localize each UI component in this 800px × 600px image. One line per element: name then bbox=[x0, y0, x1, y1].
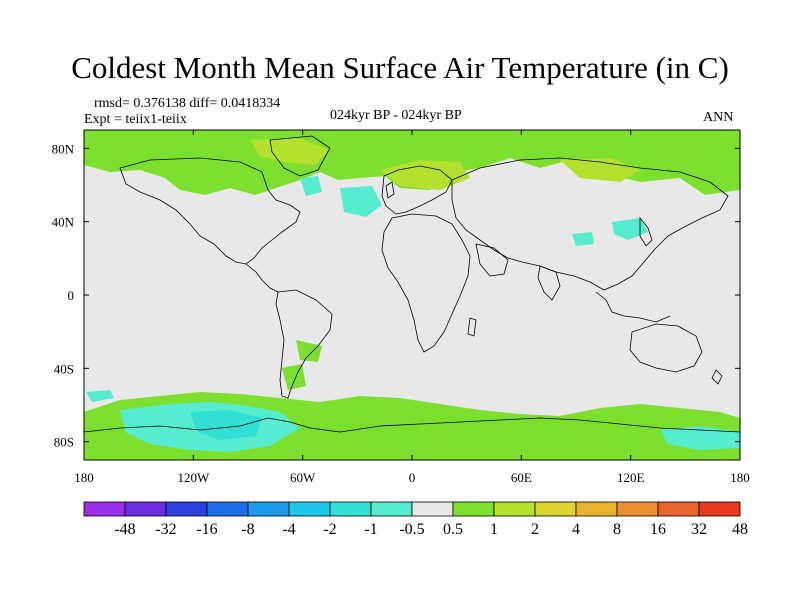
colorbar-label: 1 bbox=[490, 521, 498, 538]
colorbar-swatch bbox=[616, 501, 659, 517]
colorbar-swatch bbox=[411, 501, 454, 517]
colorbar-swatch bbox=[493, 501, 536, 517]
colorbar-swatch bbox=[452, 501, 495, 517]
colorbar-swatch bbox=[288, 501, 331, 517]
lon-tick-label: 180 bbox=[74, 470, 94, 485]
anomaly-region-cold-central-asia bbox=[572, 232, 594, 246]
anomaly-region-cold-labrador bbox=[300, 176, 322, 196]
colorbar-swatch bbox=[534, 501, 577, 517]
coastline-south-america bbox=[275, 289, 333, 399]
colorbar-label: 48 bbox=[732, 521, 748, 538]
coastline-north-america bbox=[119, 157, 301, 265]
colorbar-swatch bbox=[370, 501, 413, 517]
lon-tick-label: 60E bbox=[511, 470, 532, 485]
colorbar-swatch bbox=[206, 501, 249, 517]
coastlines bbox=[84, 135, 740, 433]
coastline-madagascar bbox=[467, 317, 477, 337]
anomaly-region-cold-japan bbox=[612, 218, 648, 240]
colorbar-label: 4 bbox=[572, 521, 580, 538]
anomaly-region-cold-small-pacific bbox=[86, 390, 114, 402]
colorbar-label: -2 bbox=[323, 521, 336, 538]
colorbar-label: 32 bbox=[691, 521, 707, 538]
coastline-antarctica bbox=[84, 417, 740, 433]
season-label: ANN bbox=[703, 110, 734, 125]
longitude-axis: 180 120W 60W 0 60E 120E 180 bbox=[74, 130, 750, 485]
lat-tick-label: 40S bbox=[54, 361, 74, 376]
coastline-uk bbox=[385, 181, 395, 199]
lat-tick-label: 80N bbox=[52, 141, 75, 156]
anomaly-region-warm-scandinavia bbox=[380, 160, 470, 190]
anomaly-region-patagonia bbox=[282, 364, 306, 390]
lat-tick-label: 40N bbox=[52, 215, 75, 230]
coastline-india bbox=[537, 265, 561, 301]
lon-tick-label: 60W bbox=[290, 470, 316, 485]
coastline-arabia bbox=[475, 243, 509, 277]
lat-tick-label: 0 bbox=[68, 288, 75, 303]
lon-tick-label: 120E bbox=[617, 470, 645, 485]
anomaly-region-cold-weddell bbox=[190, 410, 262, 440]
latitude-axis: 80N 40N 0 40S 80S bbox=[52, 141, 740, 450]
lat-tick-label: 80S bbox=[54, 435, 74, 450]
coastline-greenland bbox=[269, 135, 331, 177]
anomaly-region-warm-greenland bbox=[250, 138, 330, 165]
anomaly-region-warm-siberia bbox=[560, 158, 640, 182]
anomaly-fields bbox=[84, 130, 740, 460]
coastline-africa bbox=[381, 213, 471, 353]
colorbar-label: -32 bbox=[155, 521, 176, 538]
colorbar-swatch bbox=[247, 501, 290, 517]
coastline-new-zealand bbox=[711, 369, 723, 385]
period-label: 024kyr BP - 024kyr BP bbox=[330, 108, 462, 123]
colorbar-label: 0.5 bbox=[443, 521, 463, 538]
colorbar-swatch bbox=[575, 501, 618, 517]
colorbar-swatch bbox=[698, 501, 741, 517]
coastline-europe bbox=[381, 165, 453, 215]
stats-label: rmsd= 0.376138 diff= 0.0418334 bbox=[94, 96, 281, 111]
coastline-australia bbox=[629, 323, 703, 373]
lon-tick-label: 180 bbox=[730, 470, 750, 485]
coastline-southeast-asia bbox=[595, 291, 671, 323]
lon-tick-label: 120W bbox=[177, 470, 210, 485]
anomaly-region-cold-east-antarctica bbox=[660, 426, 740, 450]
colorbar: -48 -32 -16 -8 -4 -2 -1 -0.5 0.5 1 2 4 8 16 32 48 bbox=[83, 501, 748, 538]
colorbar-label: 16 bbox=[650, 521, 666, 538]
colorbar-swatch bbox=[329, 501, 372, 517]
colorbar-label: 8 bbox=[613, 521, 621, 538]
colorbar-swatch bbox=[124, 501, 167, 517]
colorbar-label: 2 bbox=[531, 521, 539, 538]
experiment-label: Expt = teiix1-teiix bbox=[84, 112, 187, 127]
colorbar-label: -0.5 bbox=[399, 521, 424, 538]
colorbar-label: -1 bbox=[364, 521, 377, 538]
lon-tick-label: 0 bbox=[409, 470, 416, 485]
colorbar-swatch bbox=[657, 501, 700, 517]
colorbar-swatch bbox=[165, 501, 208, 517]
colorbar-label: -16 bbox=[196, 521, 217, 538]
coastline-central-america bbox=[245, 263, 279, 293]
coastline-japan bbox=[639, 216, 653, 247]
colorbar-label: -48 bbox=[114, 521, 135, 538]
anomaly-region-cold-north-atlantic bbox=[340, 186, 382, 217]
coastline-asia bbox=[451, 157, 729, 291]
colorbar-label: -8 bbox=[241, 521, 254, 538]
colorbar-label: -4 bbox=[282, 521, 295, 538]
colorbar-swatch bbox=[83, 501, 126, 517]
map-title: Coldest Month Mean Surface Air Temperatu… bbox=[71, 50, 729, 85]
anomaly-region-south-america bbox=[296, 340, 322, 362]
